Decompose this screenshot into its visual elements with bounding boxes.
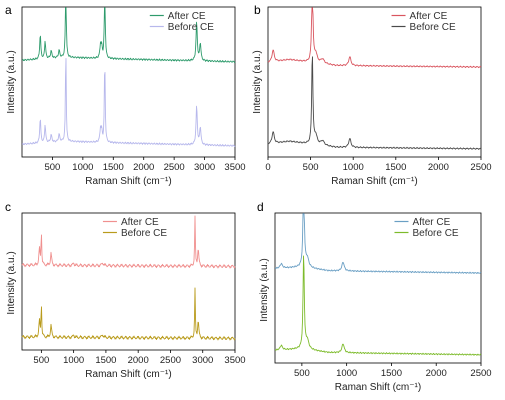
- legend-label-0: After CE: [410, 11, 448, 22]
- y-axis-title: Intensity (a.u.): [6, 50, 17, 113]
- y-axis-title: Intensity (a.u.): [259, 258, 270, 321]
- series-line-1: [21, 287, 236, 341]
- legend-label-1: Before CE: [121, 228, 167, 239]
- x-axis-title: Raman Shift (cm⁻¹): [85, 369, 171, 380]
- panel-letter: d: [257, 200, 264, 214]
- x-tick-label: 500: [33, 355, 49, 366]
- panel-b: b 0 500 1000 1500 2000 2500 Raman Shift (cm⁻¹) I…: [252, 3, 492, 187]
- x-tick-label: 1500: [381, 368, 402, 379]
- y-axis-title: Intensity (a.u.): [6, 251, 17, 314]
- x-axis-title: Raman Shift (cm⁻¹): [335, 382, 421, 393]
- panel-letter: b: [254, 3, 261, 17]
- panel-letter: c: [5, 200, 11, 214]
- x-tick-label: 2500: [470, 368, 491, 379]
- legend-label-1: Before CE: [412, 228, 458, 239]
- x-tick-label: 1500: [95, 355, 116, 366]
- panel-a: a 500 1000 1500 2000 2500 3000 3500 Raman Shift …: [5, 3, 246, 187]
- x-tick-label: 1000: [63, 355, 84, 366]
- x-tick-label: 1000: [343, 162, 364, 173]
- x-tick-label: 500: [303, 162, 319, 173]
- x-tick-label: 3500: [224, 355, 245, 366]
- x-tick-label: 0: [265, 162, 270, 173]
- y-axis-title: Intensity (a.u.): [252, 50, 263, 113]
- legend-label-1: Before CE: [410, 22, 456, 33]
- series-line-0: [274, 213, 482, 275]
- series-line-0: [21, 7, 236, 64]
- x-tick-label: 3000: [192, 355, 213, 366]
- x-tick-label: 2500: [160, 355, 181, 366]
- x-tick-label: 2000: [428, 162, 449, 173]
- plot-frame: [267, 6, 482, 158]
- x-tick-label: 1500: [103, 162, 124, 173]
- x-tick-label: 1000: [336, 368, 357, 379]
- x-tick-label: 2000: [426, 368, 447, 379]
- plot-frame: [21, 6, 236, 158]
- panel-c: c 500 1000 1500 2000 2500 3000 3500 Raman Shift …: [5, 200, 246, 380]
- x-tick-label: 2000: [128, 355, 149, 366]
- x-tick-label: 500: [294, 368, 310, 379]
- panel-letter: a: [5, 3, 12, 17]
- series-line-0: [267, 7, 482, 69]
- legend-label-0: After CE: [168, 11, 206, 22]
- x-tick-label: 2500: [164, 162, 185, 173]
- panel-d: d 500 1000 1500 2000 2500 Raman Shift (cm⁻¹) In…: [257, 200, 492, 393]
- x-tick-label: 2500: [470, 162, 491, 173]
- plot-frame: [21, 212, 236, 351]
- x-axis-title: Raman Shift (cm⁻¹): [85, 176, 171, 187]
- legend-label-0: After CE: [121, 217, 159, 228]
- x-tick-label: 3500: [224, 162, 245, 173]
- plot-frame: [274, 212, 482, 364]
- x-tick-label: 3000: [194, 162, 215, 173]
- x-axis-title: Raman Shift (cm⁻¹): [331, 176, 417, 187]
- series-line-1: [21, 58, 236, 148]
- series-line-1: [267, 56, 482, 150]
- x-tick-label: 1500: [385, 162, 406, 173]
- x-tick-label: 500: [44, 162, 60, 173]
- series-line-1: [274, 255, 482, 356]
- legend-label-1: Before CE: [168, 22, 214, 33]
- legend-label-0: After CE: [412, 217, 450, 228]
- x-tick-label: 2000: [133, 162, 154, 173]
- x-tick-label: 1000: [72, 162, 93, 173]
- series-line-0: [21, 215, 236, 269]
